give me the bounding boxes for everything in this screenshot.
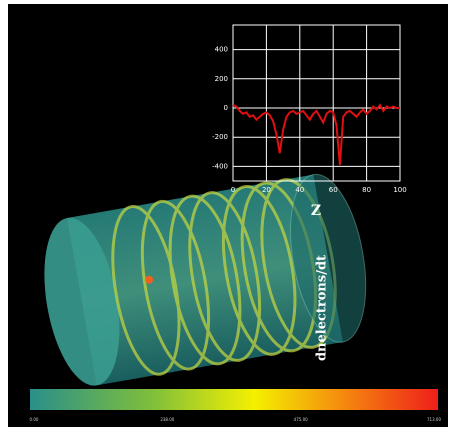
y-tick-label: 200: [215, 75, 228, 83]
colorbar: [30, 389, 438, 410]
x-tick-label: 20: [262, 186, 271, 194]
data-line: [232, 103, 400, 166]
colorbar-label: 238.00: [160, 417, 174, 422]
x-tick-label: 40: [295, 186, 304, 194]
x-tick-label: 100: [393, 186, 406, 194]
y-tick-label: -400: [212, 162, 228, 170]
colorbar-label: 475.00: [294, 417, 308, 422]
x-axis-label: Z: [311, 203, 321, 219]
colorbar-label: 0.00: [30, 417, 39, 422]
y-axis-label: dnelectrons/dt: [315, 255, 330, 361]
x-tick-label: 80: [362, 186, 371, 194]
x-tick-label: 0: [231, 186, 235, 194]
y-tick-label: 400: [215, 46, 228, 54]
cylinder: [44, 173, 367, 386]
y-tick-label: -200: [212, 133, 228, 141]
y-tick-label: 0: [224, 104, 228, 112]
colorbar-label: 713.00: [427, 417, 441, 422]
x-tick-label: 60: [329, 186, 338, 194]
